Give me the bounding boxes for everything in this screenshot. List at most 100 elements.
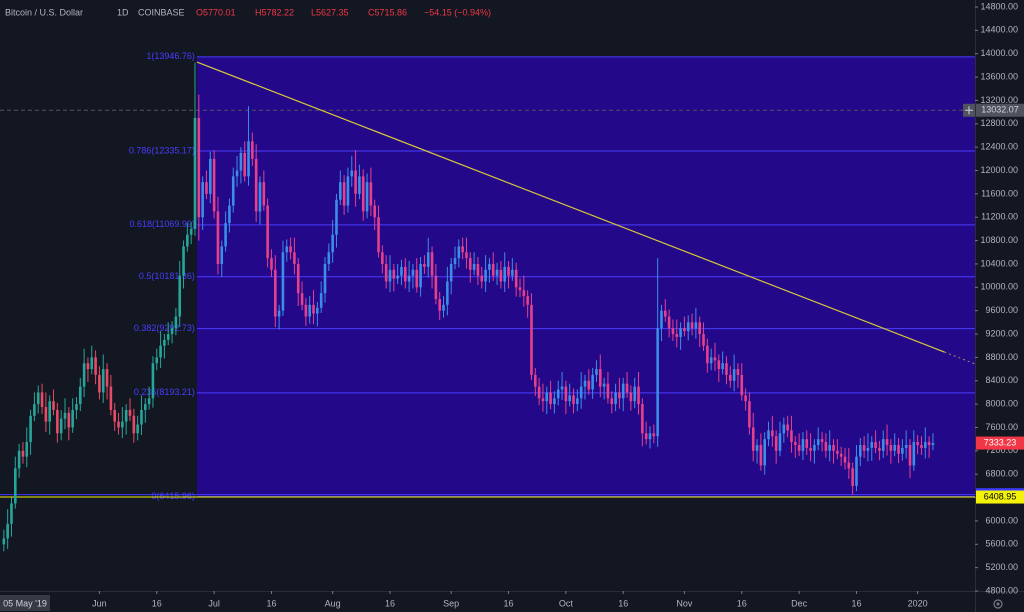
- candle-body: [847, 462, 851, 469]
- candle-body: [832, 445, 835, 451]
- candle-body: [855, 456, 858, 486]
- candle-body: [193, 117, 197, 229]
- candle-body: [316, 307, 319, 314]
- candle-body: [874, 442, 877, 448]
- candle-body: [736, 369, 740, 375]
- candle-body: [499, 269, 503, 282]
- candle-body: [683, 328, 686, 332]
- fib-level-label: 0.786(12335.17): [129, 145, 195, 155]
- y-tick-label: 11600.00: [981, 188, 1018, 198]
- fib-level-label: 0.382(9292.73): [134, 323, 195, 333]
- candle-body: [186, 234, 189, 247]
- candle-body: [400, 266, 403, 276]
- candle-body: [75, 404, 78, 410]
- candle-body: [350, 170, 354, 177]
- ohlc-value: −54.15 (−0.94%): [424, 7, 491, 17]
- candle-body: [52, 401, 55, 410]
- candle-body: [694, 322, 698, 329]
- candle-body: [36, 392, 40, 405]
- candle-body: [132, 415, 136, 434]
- candle-body: [518, 287, 522, 291]
- y-tick-label: 8800.00: [985, 352, 1018, 362]
- candle-body: [258, 182, 262, 212]
- x-tick-label: Aug: [325, 598, 341, 608]
- candle-body: [384, 263, 388, 282]
- candle-body: [514, 269, 518, 288]
- crosshair-date-box: [0, 595, 50, 611]
- candle-body: [568, 395, 572, 402]
- candle-body: [277, 310, 281, 317]
- candle-body: [342, 182, 346, 206]
- candle-body: [446, 281, 449, 305]
- candle-body: [801, 439, 805, 451]
- candle-body: [828, 445, 832, 451]
- candle-body: [690, 322, 694, 329]
- candle-body: [725, 363, 728, 375]
- candle-body: [579, 386, 583, 399]
- candle-body: [151, 363, 155, 399]
- candle-body: [338, 182, 342, 200]
- candle-body: [793, 442, 797, 445]
- candle-body: [786, 424, 789, 431]
- candle-body: [155, 357, 159, 364]
- candle-body: [625, 383, 629, 393]
- candle-body: [480, 275, 484, 282]
- candle-body: [369, 182, 373, 206]
- candle-body: [254, 158, 258, 212]
- fib-level-label: 0(6415.96): [151, 491, 195, 501]
- ohlc-value: C5715.86: [368, 7, 407, 17]
- candle-body: [270, 258, 273, 270]
- candle-body: [430, 252, 434, 276]
- x-tick-label: 16: [152, 598, 162, 608]
- trendline-extension: [944, 351, 976, 365]
- x-tick-label: Dec: [791, 598, 808, 608]
- candle-body: [86, 363, 90, 370]
- candle-body: [25, 442, 29, 457]
- candle-body: [468, 258, 472, 270]
- candle-body: [652, 433, 656, 437]
- candle-body: [457, 246, 461, 259]
- candle-body: [755, 445, 759, 451]
- candle-body: [583, 380, 587, 387]
- candle-body: [698, 322, 702, 335]
- candle-body: [644, 433, 648, 440]
- candle-body: [98, 374, 101, 393]
- y-tick-label: 9600.00: [985, 305, 1018, 315]
- ohlc-value: L5627.35: [311, 7, 349, 17]
- y-tick-label: 13600.00: [980, 71, 1018, 81]
- candle-body: [931, 443, 935, 445]
- candle-body: [224, 223, 227, 247]
- fib-level-label: 0.236(8193.21): [134, 387, 195, 397]
- candle-body: [17, 450, 21, 469]
- candle-body: [748, 401, 751, 428]
- candle-body: [300, 293, 304, 305]
- candle-body: [423, 263, 426, 267]
- candle-body: [671, 328, 675, 335]
- y-tick-label: 14400.00: [980, 25, 1018, 35]
- y-tick-label: 11200.00: [981, 212, 1018, 222]
- candle-body: [113, 409, 117, 422]
- candle-body: [235, 170, 239, 177]
- candle-body: [702, 334, 705, 346]
- y-tick-label: 8000.00: [985, 398, 1018, 408]
- x-tick-label: Sep: [443, 598, 459, 608]
- candle-body: [706, 345, 709, 364]
- candle-body: [136, 424, 139, 434]
- candle-body: [293, 252, 296, 264]
- y-tick-label: 5200.00: [985, 562, 1018, 572]
- candle-body: [851, 468, 854, 486]
- settings-button[interactable]: [993, 599, 1003, 609]
- y-tick-label: 6000.00: [985, 515, 1018, 525]
- candle-body: [21, 450, 25, 457]
- candle-body: [878, 447, 881, 451]
- candle-body: [618, 392, 621, 399]
- candle-body: [449, 263, 453, 282]
- gear-center: [996, 602, 1000, 606]
- candle-body: [201, 182, 204, 218]
- candle-body: [572, 395, 575, 405]
- candle-body: [461, 246, 464, 253]
- candle-body: [296, 263, 300, 294]
- candle-body: [109, 386, 113, 410]
- y-tick-label: 7600.00: [985, 422, 1018, 432]
